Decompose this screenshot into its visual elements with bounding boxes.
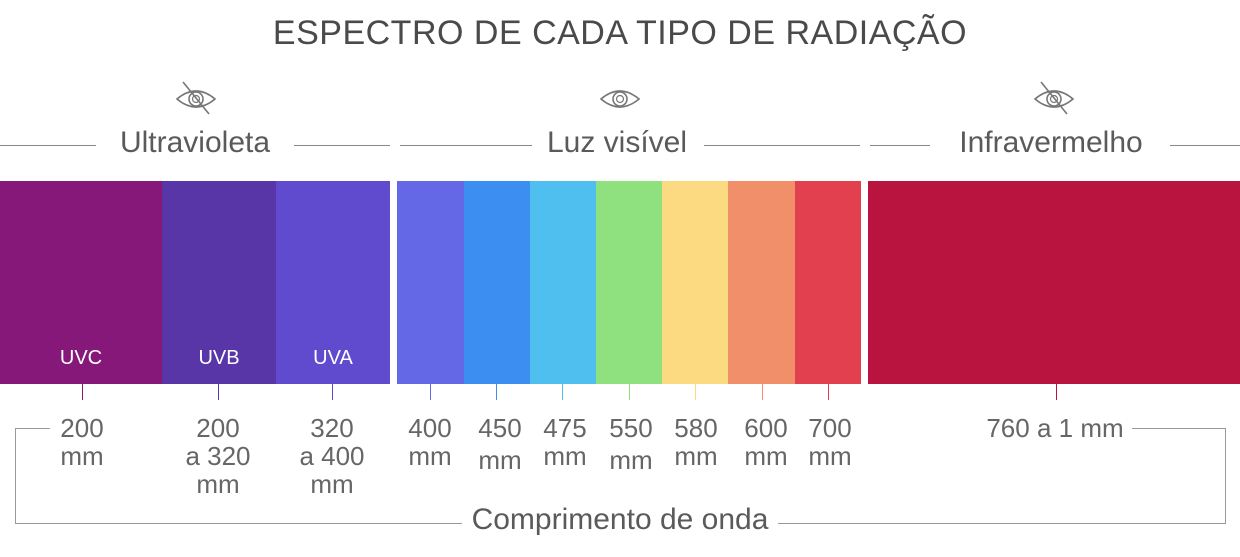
uvb-segment: UVB — [162, 181, 276, 384]
blue-segment — [464, 181, 530, 384]
wavelength-label-infrared: 760 a 1 mm — [986, 413, 1124, 443]
uva-label: UVA — [313, 347, 353, 369]
eye-slash-icon — [175, 81, 217, 115]
wavelength-value: 550 — [609, 413, 653, 443]
tick — [695, 384, 696, 400]
wavelength-label-580: 580 mm — [651, 414, 741, 470]
wavelength-label-550: 550 mm — [586, 414, 676, 474]
divider-line — [0, 145, 96, 146]
section-label-ultraviolet: Ultravioleta — [119, 126, 271, 159]
wavelength-unit: mm — [60, 441, 104, 471]
red-segment — [795, 181, 861, 384]
yellow-segment — [662, 181, 728, 384]
wavelength-unit: mm — [196, 469, 240, 499]
wavelength-unit: mm — [808, 441, 852, 471]
page-title: ESPECTRO DE CADA TIPO DE RADIAÇÃO — [272, 14, 968, 52]
tick — [562, 384, 563, 400]
tick — [218, 384, 219, 400]
wavelength-value: 200 — [60, 413, 104, 443]
section-label-visible-light: Luz visível — [546, 126, 688, 159]
orange-segment — [728, 181, 795, 384]
wavelength-label-600: 600 mm — [721, 414, 811, 470]
wavelength-value: 700 — [808, 413, 852, 443]
tick — [496, 384, 497, 400]
wavelength-axis-label: Comprimento de onda — [461, 503, 779, 536]
wavelength-label-400: 400 mm — [385, 414, 475, 470]
wavelength-value: 580 — [674, 413, 718, 443]
wavelength-label-uvb: 200 a 320 mm — [173, 414, 263, 498]
wavelength-unit: mm — [609, 445, 653, 475]
wavelength-label-450: 450 mm — [455, 414, 545, 474]
wavelength-value: 450 — [478, 413, 522, 443]
green-segment — [596, 181, 662, 384]
wavelength-unit: mm — [408, 441, 452, 471]
wavelength-value: 475 — [543, 413, 587, 443]
wavelength-unit: mm — [478, 445, 522, 475]
ultraviolet-band: UVC UVB UVA — [0, 181, 390, 384]
tick — [1056, 384, 1057, 400]
wavelength-unit: mm — [744, 441, 788, 471]
tick — [332, 384, 333, 400]
bracket-mask — [50, 425, 1132, 431]
uva-segment: UVA — [276, 181, 390, 384]
wavelength-unit: mm — [674, 441, 718, 471]
wavelength-unit: mm — [543, 441, 587, 471]
uvb-label: UVB — [198, 347, 240, 369]
footer-label-wrap: Comprimento de onda — [0, 503, 1240, 537]
wavelength-value: 400 — [408, 413, 452, 443]
wavelength-range: a 400 — [299, 441, 365, 471]
wavelength-label-475: 475 mm — [520, 414, 610, 470]
tick — [82, 384, 83, 400]
tick — [762, 384, 763, 400]
divider-line — [400, 145, 532, 146]
divider-line — [294, 145, 390, 146]
tick — [629, 384, 630, 400]
wavelength-value: 320 — [310, 413, 354, 443]
wavelength-range: a 320 — [185, 441, 251, 471]
wavelength-value: 600 — [744, 413, 788, 443]
cyan-segment — [530, 181, 596, 384]
tick — [828, 384, 829, 400]
infrared-band — [868, 181, 1240, 384]
divider-line — [870, 145, 930, 146]
wavelength-value: 200 — [196, 413, 240, 443]
divider-line — [704, 145, 860, 146]
wavelength-label-uva: 320 a 400 mm — [287, 414, 377, 498]
wavelength-label-uvc: 200 mm — [37, 414, 127, 470]
eye-slash-icon — [1033, 81, 1075, 115]
wavelength-unit: mm — [310, 469, 354, 499]
eye-icon — [599, 90, 641, 108]
tick — [430, 384, 431, 400]
violet-segment — [397, 181, 464, 384]
divider-line — [1170, 145, 1240, 146]
uvc-segment: UVC — [0, 181, 162, 384]
visible-light-band — [397, 181, 861, 384]
section-label-infrared: Infravermelho — [959, 126, 1143, 159]
wavelength-label-700: 700 mm — [785, 414, 875, 470]
uvc-label: UVC — [59, 347, 103, 369]
